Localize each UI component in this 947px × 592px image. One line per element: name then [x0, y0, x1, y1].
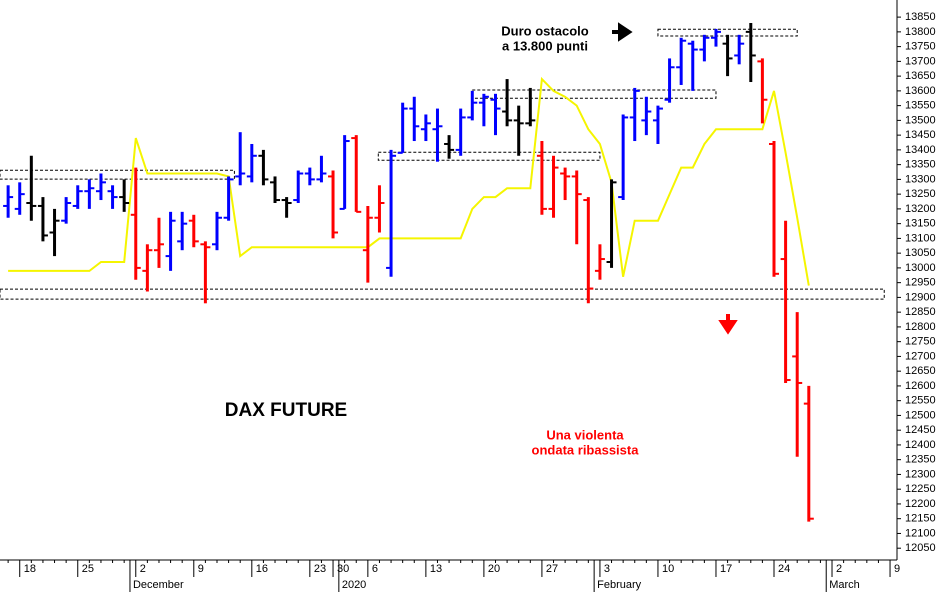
- y-tick-label: 13800: [905, 26, 936, 38]
- y-tick-label: 12950: [905, 277, 936, 289]
- x-tick-label: 20: [488, 563, 500, 575]
- y-tick-label: 12100: [905, 527, 936, 539]
- y-tick-label: 13400: [905, 144, 936, 156]
- y-tick-label: 12550: [905, 395, 936, 407]
- y-tick-label: 12500: [905, 409, 936, 421]
- annotation: a 13.800 punti: [502, 38, 588, 53]
- annotation: Una violenta: [546, 427, 624, 442]
- y-tick-label: 12400: [905, 439, 936, 451]
- y-tick-label: 12700: [905, 350, 936, 362]
- x-tick-label: 30: [337, 563, 349, 575]
- x-tick-label: 2: [836, 563, 842, 575]
- y-tick-label: 12200: [905, 498, 936, 510]
- x-tick-label: 27: [546, 563, 558, 575]
- annotation: ondata ribassista: [532, 442, 640, 457]
- arrow-down: [718, 314, 738, 335]
- y-tick-label: 13300: [905, 173, 936, 185]
- y-tick-label: 12650: [905, 365, 936, 377]
- chart-title: DAX FUTURE: [225, 400, 347, 421]
- month-label: 2020: [342, 579, 366, 591]
- x-tick-label: 9: [894, 563, 900, 575]
- x-tick-label: 25: [82, 563, 94, 575]
- x-tick-label: 3: [604, 563, 610, 575]
- y-tick-label: 12600: [905, 380, 936, 392]
- x-tick-label: 2: [140, 563, 146, 575]
- y-tick-label: 12750: [905, 336, 936, 348]
- y-tick-label: 13250: [905, 188, 936, 200]
- x-tick-label: 6: [372, 563, 378, 575]
- y-tick-label: 13150: [905, 218, 936, 230]
- trend-line: [8, 76, 810, 286]
- y-tick-label: 13700: [905, 55, 936, 67]
- resistance-zone: [0, 169, 235, 180]
- y-tick-label: 12150: [905, 513, 936, 525]
- y-tick-label: 12850: [905, 306, 936, 318]
- y-tick-label: 13550: [905, 100, 936, 112]
- x-tick-label: 16: [256, 563, 268, 575]
- x-tick-label: 13: [430, 563, 442, 575]
- y-tick-label: 13200: [905, 203, 936, 215]
- y-tick-label: 12800: [905, 321, 936, 333]
- y-tick-label: 12050: [905, 542, 936, 554]
- month-label: February: [597, 579, 642, 591]
- y-tick-label: 13100: [905, 232, 936, 244]
- resistance-zone: [0, 288, 885, 300]
- y-tick-label: 13600: [905, 85, 936, 97]
- y-tick-label: 13050: [905, 247, 936, 259]
- y-tick-label: 13450: [905, 129, 936, 141]
- x-tick-label: 17: [720, 563, 732, 575]
- x-tick-label: 10: [662, 563, 674, 575]
- y-tick-label: 13750: [905, 41, 936, 53]
- y-tick-label: 13650: [905, 70, 936, 82]
- y-tick-label: 12300: [905, 468, 936, 480]
- x-tick-label: 9: [198, 563, 204, 575]
- y-tick-label: 12450: [905, 424, 936, 436]
- y-tick-label: 13500: [905, 114, 936, 126]
- y-tick-label: 12250: [905, 483, 936, 495]
- y-tick-label: 12900: [905, 291, 936, 303]
- y-tick-label: 12350: [905, 454, 936, 466]
- x-tick-label: 23: [314, 563, 326, 575]
- y-tick-label: 13000: [905, 262, 936, 274]
- resistance-zone: [471, 89, 717, 99]
- annotation: Duro ostacolo: [501, 23, 588, 38]
- month-label: December: [133, 579, 184, 591]
- y-tick-label: 13350: [905, 159, 936, 171]
- month-label: March: [829, 579, 860, 591]
- resistance-zone: [377, 151, 601, 161]
- arrow-right: [612, 22, 633, 42]
- x-tick-label: 24: [778, 563, 790, 575]
- y-tick-label: 13850: [905, 11, 936, 23]
- x-tick-label: 18: [24, 563, 36, 575]
